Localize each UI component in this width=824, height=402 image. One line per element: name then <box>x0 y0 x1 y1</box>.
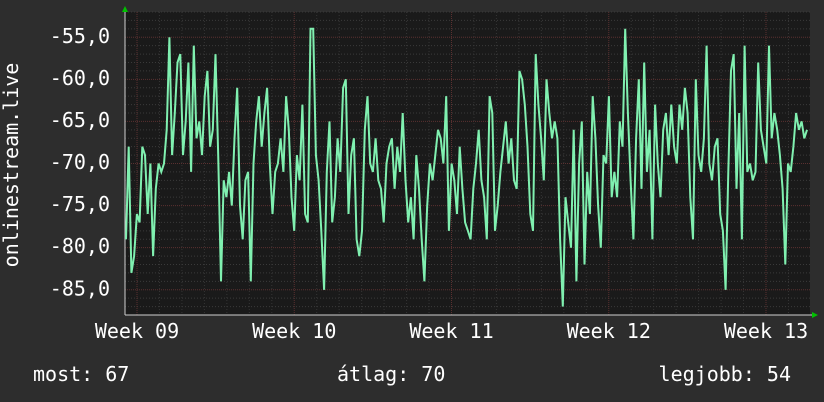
x-tick-label: Week 12 <box>567 319 651 343</box>
average-value: átlag: 70 <box>337 362 446 386</box>
y-tick-label: -55,0 <box>50 24 110 48</box>
best-value: legjobb: 54 <box>658 362 791 386</box>
y-tick-label: -70,0 <box>50 150 110 174</box>
x-axis-arrow-icon <box>812 312 818 318</box>
y-tick-label: -80,0 <box>50 234 110 258</box>
x-tick-label: Week 10 <box>252 319 336 343</box>
data-series <box>125 27 808 307</box>
y-axis-label: onlinestream.live <box>0 63 23 268</box>
current-value: most: 67 <box>33 362 130 386</box>
y-tick-label: -65,0 <box>50 108 110 132</box>
y-tick-label: -75,0 <box>50 192 110 216</box>
y-tick-label: -60,0 <box>50 66 110 90</box>
x-tick-label: Week 13 <box>724 319 808 343</box>
x-tick-label: Week 09 <box>95 319 179 343</box>
y-axis-ticks: -55,0 -60,0 -65,0 -70,0 -75,0 -80,0 -85,0 <box>50 24 110 301</box>
chart: -55,0 -60,0 -65,0 -70,0 -75,0 -80,0 -85,0 Week… <box>0 6 818 343</box>
x-tick-label: Week 11 <box>409 319 493 343</box>
y-axis-arrow-icon <box>122 6 128 12</box>
x-axis-ticks: Week 09 Week 10 Week 11 Week 12 Week 13 <box>95 319 808 343</box>
y-tick-label: -85,0 <box>50 276 110 300</box>
series-line <box>125 27 808 307</box>
